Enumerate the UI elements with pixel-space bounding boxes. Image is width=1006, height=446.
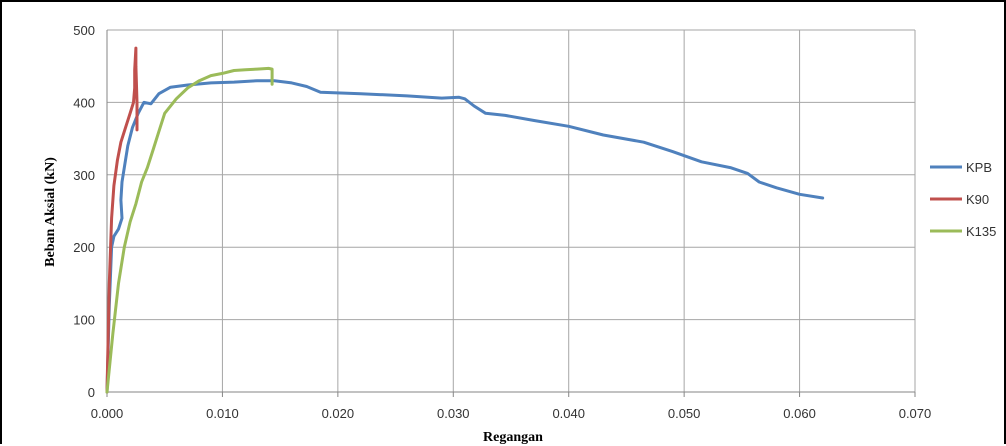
axes <box>106 30 916 397</box>
x-tick-label: 0.040 <box>552 406 585 421</box>
series-lines <box>105 46 825 394</box>
x-tick-label: 0.060 <box>783 406 816 421</box>
y-tick-label: 100 <box>73 313 95 328</box>
x-tick-label: 0.030 <box>437 406 470 421</box>
series-line-k135 <box>105 66 274 394</box>
y-tick-label: 0 <box>88 385 95 400</box>
x-tick-label: 0.070 <box>899 406 932 421</box>
y-tick-label: 200 <box>73 240 95 255</box>
legend: KPB K90 K135 <box>930 160 996 239</box>
x-tick-label: 0.050 <box>668 406 701 421</box>
x-axis-title: Regangan <box>483 430 543 445</box>
x-tick-label: 0.020 <box>322 406 355 421</box>
y-tick-label: 500 <box>73 23 95 38</box>
y-tick-label: 400 <box>73 95 95 110</box>
series-line-kpb <box>105 79 825 394</box>
series-line-k90 <box>105 46 139 394</box>
legend-label-kpb: KPB <box>966 160 992 175</box>
legend-label-k135: K135 <box>966 224 996 239</box>
tick-labels: 0 100 200 300 400 500 0.000 0.010 0.020 0.030 0.04… <box>73 23 931 421</box>
x-tick-label: 0.010 <box>206 406 239 421</box>
x-tick-label: 0.000 <box>91 406 124 421</box>
legend-label-k90: K90 <box>966 192 989 207</box>
y-tick-label: 300 <box>73 168 95 183</box>
y-axis-title: Beban Aksial (kN) <box>43 157 58 267</box>
grid-lines <box>107 29 916 392</box>
